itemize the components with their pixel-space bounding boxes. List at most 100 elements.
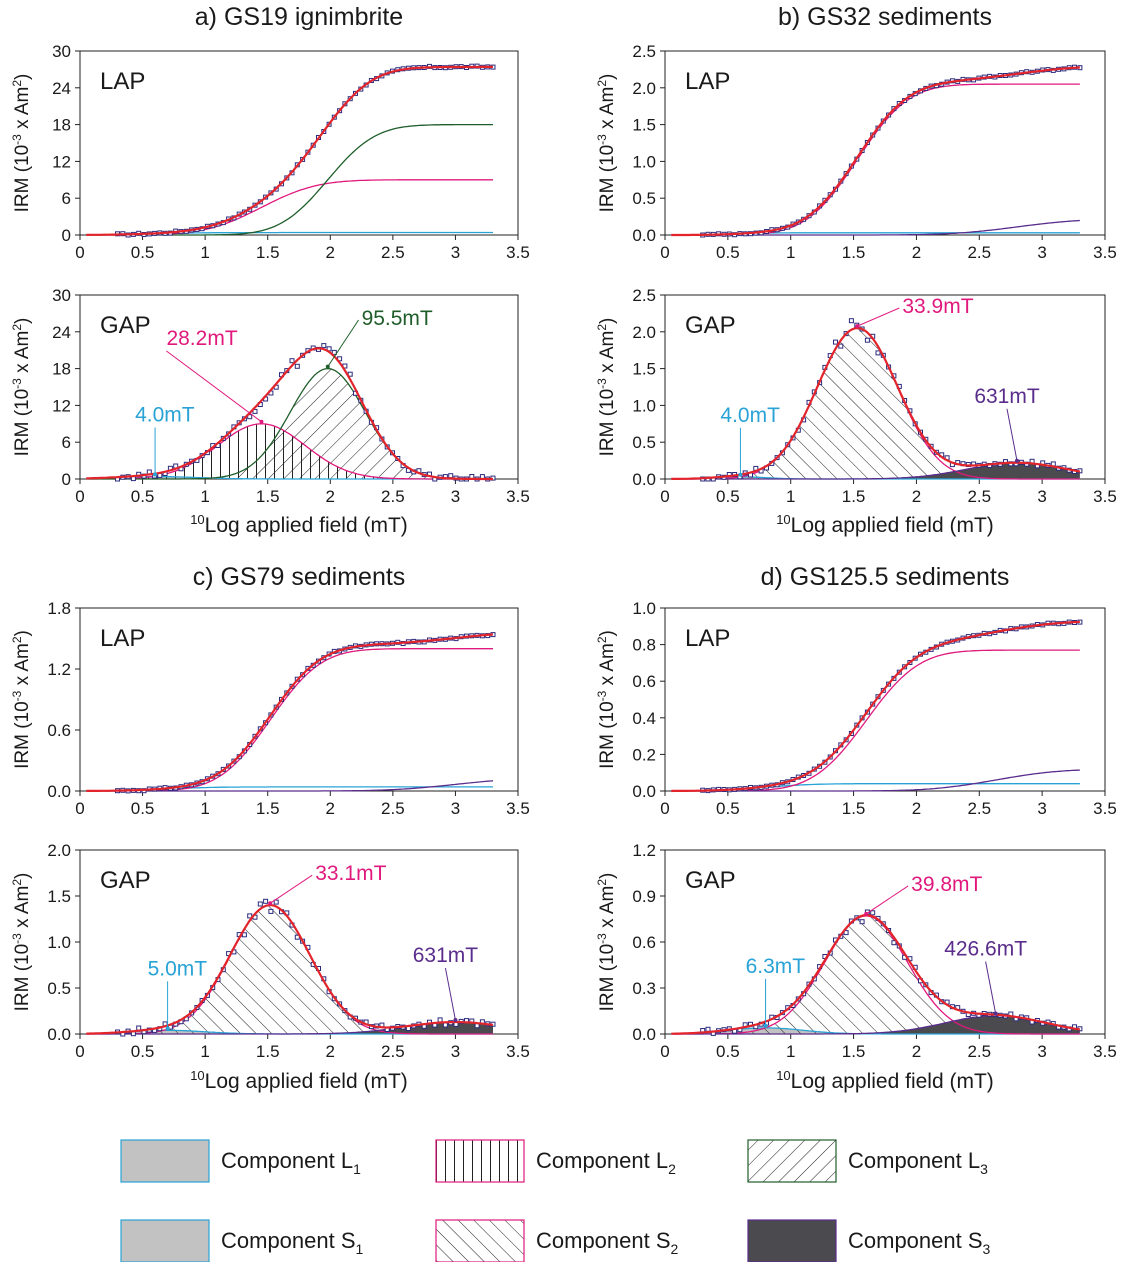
x-tick-label: 2 (326, 1042, 335, 1061)
y-tick-label: 1.2 (47, 660, 71, 679)
annotation-leader (166, 350, 262, 423)
x-tick-label: 1.5 (256, 1042, 280, 1061)
annotation-arrowhead (763, 1023, 768, 1028)
y-tick-label: 0.5 (632, 189, 656, 208)
data-point (437, 1017, 443, 1023)
y-tick-label: 0 (62, 226, 71, 245)
annotation-leader (327, 319, 359, 367)
y-tick-label: 0.0 (47, 782, 71, 801)
y-tick-label: 0.4 (632, 709, 656, 728)
annotation-label: 33.1mT (315, 862, 386, 885)
data-point (833, 339, 838, 345)
total-fit-curve (86, 65, 493, 236)
component-S3-area (671, 462, 1080, 479)
x-tick-label: 3.5 (506, 243, 530, 262)
x-tick-label: 2 (912, 799, 921, 818)
annotation-label: 5.0mT (148, 957, 208, 980)
legend-label: Component S3 (848, 1228, 991, 1257)
legend-label: Component L2 (536, 1148, 676, 1177)
data-points (115, 63, 496, 238)
y-tick-label: 2.0 (632, 323, 656, 342)
x-tick-label: 2.5 (381, 1042, 405, 1061)
component-S2-area (671, 916, 1080, 1034)
y-tick-label: 1.8 (47, 599, 71, 618)
y-tick-label: 2.5 (632, 42, 656, 61)
x-tick-label: 0 (660, 1042, 669, 1061)
annotation-arrowhead (993, 1011, 998, 1016)
component-S2-area (671, 328, 1080, 479)
annotation-L3: 95.5mT (325, 307, 433, 369)
x-tick-label: 1 (786, 1042, 795, 1061)
data-point (843, 930, 849, 936)
data-point (875, 350, 881, 356)
y-tick-label: 6 (62, 433, 71, 452)
x-tick-label: 0.5 (131, 243, 155, 262)
x-tick-label: 2 (912, 1042, 921, 1061)
x-tick-label: 3.5 (1093, 799, 1117, 818)
y-tick-label: 1.0 (632, 599, 656, 618)
y-tick-label: 30 (52, 286, 71, 305)
data-point (705, 1026, 711, 1032)
annotation-arrowhead (165, 1026, 170, 1031)
total-fit-curve (671, 66, 1080, 237)
annotation-arrowhead (864, 911, 869, 916)
chart-title: a) GS19 ignimbrite (195, 3, 403, 31)
y-tick-label: 24 (52, 323, 71, 342)
total-fit-curve (86, 903, 494, 1035)
annotation-arrowhead (453, 1018, 458, 1023)
data-point (321, 343, 327, 349)
legend-label: Component L3 (848, 1148, 988, 1177)
x-tick-label: 0 (75, 799, 84, 818)
y-axis-label: IRM (10-3 x Am2) (595, 873, 618, 1012)
x-tick-label: 0.5 (716, 799, 740, 818)
annotation-S2: 39.8mT (864, 873, 983, 916)
y-tick-label: 2.5 (632, 286, 656, 305)
x-tick-label: 2.5 (967, 243, 991, 262)
data-point (136, 1025, 142, 1031)
y-axis-label: IRM (10-3 x Am2) (595, 318, 618, 457)
legend-item-S3: Component S3 (747, 1219, 991, 1262)
x-axis-label: 10Log applied field (mT) (776, 512, 994, 537)
x-tick-label: 0.5 (131, 799, 155, 818)
x-tick-label: 3 (1037, 1042, 1046, 1061)
annotation-label: 28.2mT (166, 327, 237, 350)
y-tick-label: 18 (52, 360, 71, 379)
lap-label: LAP (100, 68, 145, 95)
gap-panel: 0 6 12 18 24 30 0 0.5 1 1.5 2 2.5 3 3.5 IRM (10-3 x Am… (10, 286, 530, 506)
annotation-arrowhead (325, 364, 330, 369)
y-tick-label: 12 (52, 396, 71, 415)
annotation-leader (1006, 408, 1018, 461)
x-tick-label: 1 (200, 799, 209, 818)
legend-swatch (120, 1139, 210, 1183)
annotation-S1: 4.0mT (720, 404, 780, 477)
annotation-S3: 631mT (974, 385, 1040, 463)
gap-label: GAP (100, 867, 151, 894)
legend-item-S1: Component S1 (120, 1219, 364, 1262)
x-tick-label: 0 (75, 1042, 84, 1061)
annotation-S1: 6.3mT (746, 955, 805, 1028)
annotation-S3: 426.6mT (944, 938, 1027, 1016)
data-point (241, 932, 247, 938)
plot-frame (664, 607, 1106, 792)
y-tick-label: 1.0 (47, 933, 71, 952)
x-tick-label: 2 (326, 243, 335, 262)
gap-panel: 0.0 0.3 0.6 0.9 1.2 0 0.5 1 1.5 2 2.5 3 3.5 IRM (10-3… (595, 841, 1117, 1061)
x-tick-label: 2.5 (967, 1042, 991, 1061)
y-tick-label: 2.0 (47, 841, 71, 860)
component-S2-curve (671, 83, 1080, 236)
annotation-label: 631mT (413, 944, 479, 967)
y-tick-label: 0.3 (632, 979, 656, 998)
y-tick-label: 2.0 (632, 79, 656, 98)
x-tick-label: 1 (786, 487, 795, 506)
data-point (268, 908, 274, 914)
data-point (442, 1022, 448, 1028)
lap-label: LAP (100, 625, 145, 652)
legend-item-L2: Component L2 (435, 1139, 676, 1183)
chart-title: b) GS32 sediments (778, 3, 992, 31)
annotation-label: 95.5mT (362, 307, 433, 330)
annotation-arrowhead (259, 419, 264, 424)
annotation-leader (985, 961, 997, 1014)
x-tick-label: 0 (660, 243, 669, 262)
x-tick-label: 3 (451, 799, 460, 818)
